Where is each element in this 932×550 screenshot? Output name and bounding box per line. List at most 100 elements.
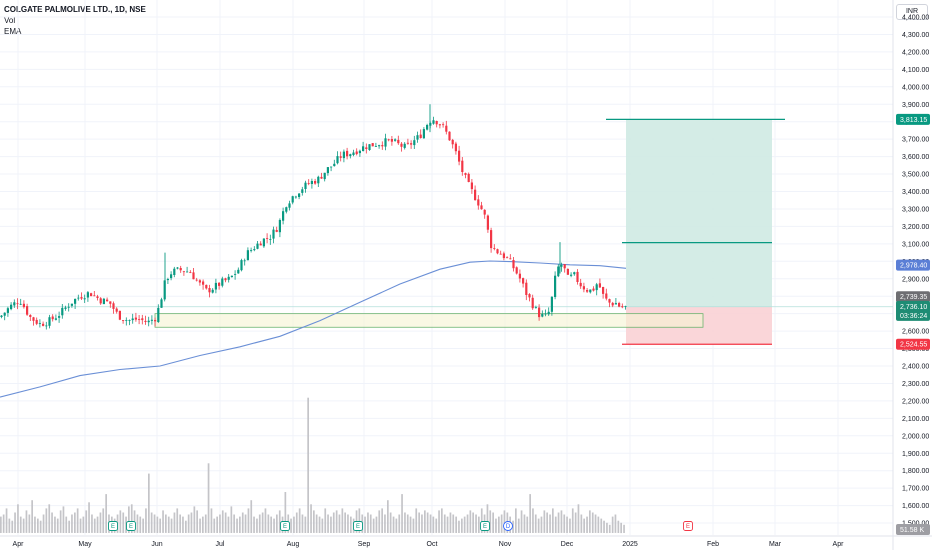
candle-body[interactable] <box>598 283 601 288</box>
candle-body[interactable] <box>467 173 470 182</box>
candle-body[interactable] <box>259 243 262 246</box>
candle-body[interactable] <box>291 196 294 203</box>
candle-body[interactable] <box>352 152 355 156</box>
dividend-marker[interactable] <box>503 521 513 531</box>
candle-body[interactable] <box>48 317 51 326</box>
candle-body[interactable] <box>211 289 214 293</box>
candle-body[interactable] <box>38 323 41 324</box>
candle-body[interactable] <box>250 250 253 251</box>
candle-body[interactable] <box>534 307 537 308</box>
candle-body[interactable] <box>70 303 73 306</box>
candle-body[interactable] <box>202 281 205 285</box>
candle-body[interactable] <box>342 151 345 159</box>
candle-body[interactable] <box>550 296 553 312</box>
candle-body[interactable] <box>93 295 96 297</box>
candle-body[interactable] <box>579 282 582 287</box>
candle-body[interactable] <box>333 163 336 167</box>
candle-body[interactable] <box>387 139 390 141</box>
candle-body[interactable] <box>134 317 137 320</box>
candle-body[interactable] <box>448 131 451 141</box>
candle-body[interactable] <box>3 312 6 316</box>
candle-body[interactable] <box>496 249 499 254</box>
candle-body[interactable] <box>614 303 617 305</box>
candle-body[interactable] <box>381 145 384 147</box>
earnings-marker[interactable] <box>683 521 693 531</box>
candle-body[interactable] <box>54 318 57 320</box>
candle-body[interactable] <box>51 316 54 320</box>
candle-body[interactable] <box>307 183 310 184</box>
candle-body[interactable] <box>592 288 595 291</box>
candle-body[interactable] <box>115 308 118 312</box>
earnings-marker[interactable] <box>353 521 363 531</box>
candle-body[interactable] <box>493 248 496 249</box>
candle-body[interactable] <box>576 271 579 282</box>
candle-body[interactable] <box>102 298 105 305</box>
candle-body[interactable] <box>339 156 342 158</box>
candle-body[interactable] <box>13 302 16 306</box>
candle-body[interactable] <box>128 320 131 321</box>
candle-body[interactable] <box>64 307 67 309</box>
candle-body[interactable] <box>186 271 189 273</box>
candle-body[interactable] <box>179 268 182 271</box>
candle-body[interactable] <box>499 253 502 255</box>
candle-body[interactable] <box>218 282 221 286</box>
candle-body[interactable] <box>205 284 208 289</box>
candle-body[interactable] <box>262 238 265 247</box>
candle-body[interactable] <box>502 253 505 259</box>
ema-price-tag[interactable] <box>896 259 930 271</box>
candle-body[interactable] <box>538 307 541 318</box>
candle-body[interactable] <box>326 167 329 174</box>
candle-body[interactable] <box>426 125 429 130</box>
candle-body[interactable] <box>374 146 377 147</box>
candle-body[interactable] <box>266 238 269 239</box>
candle-body[interactable] <box>413 140 416 146</box>
candle-body[interactable] <box>362 146 365 151</box>
candle-body[interactable] <box>275 230 278 232</box>
candle-body[interactable] <box>451 139 454 145</box>
candle-body[interactable] <box>525 282 528 295</box>
candle-body[interactable] <box>419 134 422 138</box>
candle-body[interactable] <box>282 211 285 221</box>
candle-body[interactable] <box>83 298 86 300</box>
candle-body[interactable] <box>458 150 461 162</box>
candle-body[interactable] <box>618 303 621 307</box>
last-price-tag[interactable] <box>896 300 930 321</box>
candle-body[interactable] <box>544 313 547 315</box>
candle-body[interactable] <box>256 243 259 249</box>
candle-body[interactable] <box>349 154 352 157</box>
candle-body[interactable] <box>461 160 464 172</box>
candle-body[interactable] <box>605 293 608 299</box>
earnings-marker[interactable] <box>108 521 118 531</box>
candle-body[interactable] <box>464 173 467 175</box>
candle-body[interactable] <box>400 143 403 147</box>
candle-body[interactable] <box>595 284 598 291</box>
candle-body[interactable] <box>483 209 486 215</box>
candle-body[interactable] <box>541 314 544 317</box>
candle-body[interactable] <box>304 182 307 189</box>
candle-body[interactable] <box>182 271 185 273</box>
candle-body[interactable] <box>208 288 211 293</box>
earnings-marker[interactable] <box>280 521 290 531</box>
volume-tag[interactable] <box>896 524 930 535</box>
candle-body[interactable] <box>26 306 29 315</box>
candle-body[interactable] <box>106 299 109 302</box>
candle-body[interactable] <box>317 176 320 184</box>
candle-body[interactable] <box>10 304 13 310</box>
candle-body[interactable] <box>253 249 256 251</box>
candle-body[interactable] <box>394 139 397 141</box>
candle-body[interactable] <box>96 296 99 298</box>
candle-body[interactable] <box>86 292 89 298</box>
candle-body[interactable] <box>611 302 614 306</box>
candle-body[interactable] <box>522 278 525 284</box>
candle-body[interactable] <box>474 189 477 201</box>
earnings-marker[interactable] <box>480 521 490 531</box>
candle-body[interactable] <box>320 176 323 179</box>
candle-body[interactable] <box>122 320 125 321</box>
candle-body[interactable] <box>310 181 313 184</box>
candle-body[interactable] <box>365 147 368 149</box>
candle-body[interactable] <box>230 275 233 277</box>
candle-body[interactable] <box>608 299 611 303</box>
candle-body[interactable] <box>323 172 326 180</box>
candle-body[interactable] <box>566 269 569 275</box>
candle-body[interactable] <box>61 307 64 316</box>
